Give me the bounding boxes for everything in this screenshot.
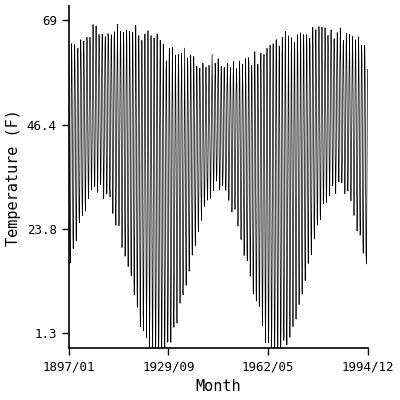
Y-axis label: Temperature (F): Temperature (F) — [6, 109, 21, 246]
X-axis label: Month: Month — [195, 379, 241, 394]
